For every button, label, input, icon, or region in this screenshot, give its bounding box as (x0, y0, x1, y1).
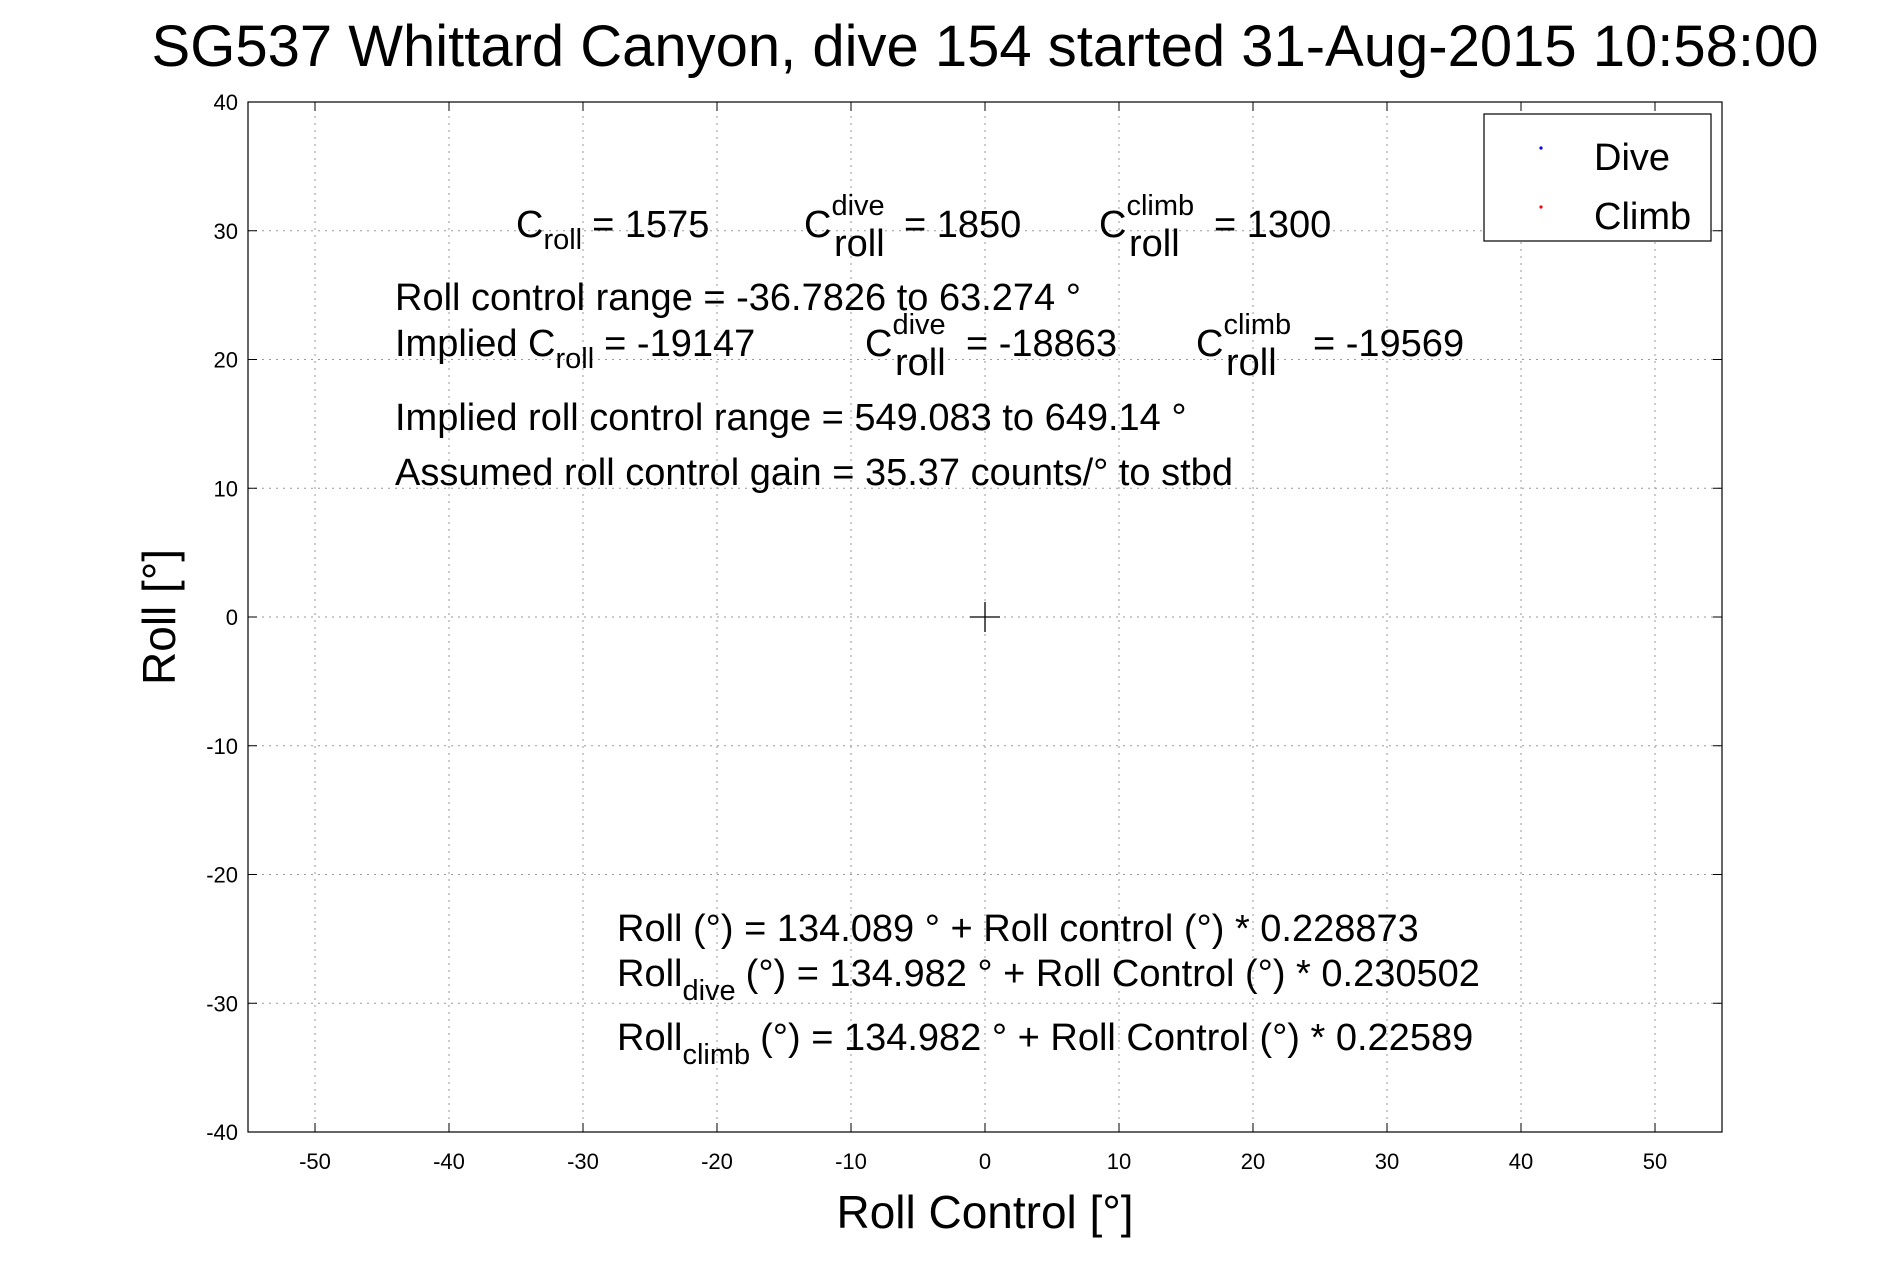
annotation-implied-c-roll-dive: Cdive (865, 309, 946, 365)
annotation-roll-control-range: Roll control range = -36.7826 to 63.274 … (395, 277, 1081, 319)
legend-dive-label: Dive (1594, 137, 1670, 179)
y-tick-label: -20 (206, 863, 238, 888)
x-tick-label: 0 (979, 1149, 991, 1174)
y-tick-label: 40 (214, 90, 238, 115)
annotation-implied-c-roll-climb-value: = -19569 (1313, 323, 1464, 365)
x-axis-label: Roll Control [°] (836, 1186, 1133, 1238)
legend-dive-marker (1539, 146, 1543, 150)
annotation-fit-all: Roll (°) = 134.089 ° + Roll control (°) … (617, 908, 1419, 950)
annotation-c-roll-climb: Cclimb (1099, 190, 1194, 246)
chart-title: SG537 Whittard Canyon, dive 154 started … (152, 14, 1819, 79)
annotation-c-roll-dive-value: = 1850 (904, 204, 1021, 246)
y-axis-label: Roll [°] (133, 549, 185, 685)
annotation-implied-c-roll: Implied Croll = -19147 (395, 323, 755, 375)
x-tick-label: 50 (1643, 1149, 1667, 1174)
y-tick-label: 0 (226, 605, 238, 630)
x-tick-label: -40 (433, 1149, 465, 1174)
x-tick-label: -30 (567, 1149, 599, 1174)
x-tick-label: 40 (1509, 1149, 1533, 1174)
legend-climb-marker (1539, 205, 1543, 209)
axis-ticks (248, 101, 1722, 1133)
x-tick-label: 20 (1241, 1149, 1265, 1174)
annotation-c-roll: Croll = 1575 (516, 204, 709, 256)
annotation-fit-dive: Rolldive (°) = 134.982 ° + Roll Control (… (617, 953, 1480, 1007)
y-tick-label: 10 (214, 476, 238, 501)
y-tick-labels: -40 -30 -20 -10 0 10 20 30 40 (206, 90, 238, 1145)
annotation-implied-c-roll-climb: Cclimb (1196, 309, 1291, 365)
annotation-implied-c-roll-climb-sub: roll (1226, 342, 1277, 384)
annotations: Croll = 1575 Cdive roll = 1850 Cclimb rol… (395, 190, 1480, 1071)
annotation-implied-c-roll-dive-value: = -18863 (966, 323, 1117, 365)
x-tick-label: 30 (1375, 1149, 1399, 1174)
x-tick-label: 10 (1107, 1149, 1131, 1174)
y-tick-label: 30 (214, 219, 238, 244)
y-tick-label: -30 (206, 991, 238, 1016)
y-tick-label: -10 (206, 734, 238, 759)
x-tick-labels: -50 -40 -30 -20 -10 0 10 20 30 40 50 (299, 1149, 1667, 1174)
annotation-fit-climb: Rollclimb (°) = 134.982 ° + Roll Control … (617, 1017, 1473, 1071)
annotation-assumed-gain: Assumed roll control gain = 35.37 counts… (395, 452, 1233, 494)
x-tick-label: -50 (299, 1149, 331, 1174)
annotation-c-roll-climb-sub: roll (1129, 223, 1180, 265)
annotation-implied-c-roll-dive-sub: roll (895, 342, 946, 384)
annotation-c-roll-dive: Cdive (804, 190, 885, 246)
annotation-c-roll-dive-sub: roll (834, 223, 885, 265)
legend-climb-label: Climb (1594, 196, 1691, 238)
x-tick-label: -10 (835, 1149, 867, 1174)
annotation-implied-range: Implied roll control range = 549.083 to … (395, 397, 1187, 439)
y-tick-label: -40 (206, 1120, 238, 1145)
y-tick-label: 20 (214, 348, 238, 373)
x-tick-label: -20 (701, 1149, 733, 1174)
legend: Dive Climb (1483, 113, 1712, 242)
annotation-c-roll-climb-value: = 1300 (1214, 204, 1331, 246)
center-marker (970, 602, 1000, 632)
legend-box (1483, 113, 1712, 242)
